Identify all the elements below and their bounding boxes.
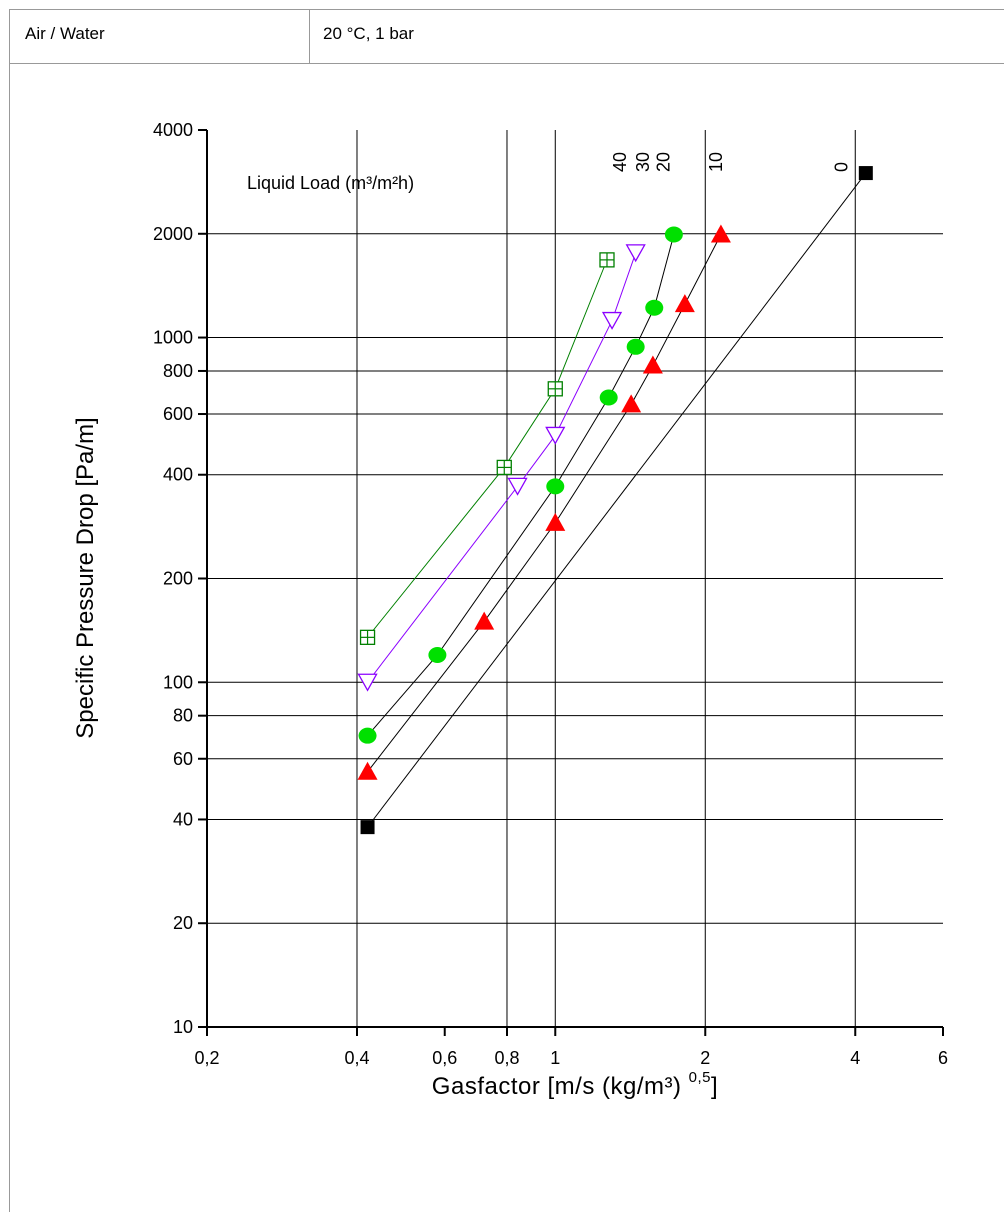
legend-label-40: 40 xyxy=(610,152,630,172)
data-point xyxy=(599,389,618,406)
series-0 xyxy=(360,166,873,835)
data-point xyxy=(710,224,731,243)
data-point xyxy=(474,611,495,630)
y-tick-label: 400 xyxy=(163,465,193,485)
y-tick-label: 4000 xyxy=(153,120,193,140)
y-tick-label: 800 xyxy=(163,361,193,381)
data-point xyxy=(626,338,645,355)
data-point xyxy=(625,244,646,263)
y-tick-label: 60 xyxy=(173,749,193,769)
header-row xyxy=(9,9,1004,64)
data-point xyxy=(359,629,376,645)
data-point xyxy=(545,426,566,445)
data-point xyxy=(428,646,447,663)
legend-label-30: 30 xyxy=(633,152,653,172)
x-tick-label: 0,4 xyxy=(344,1048,369,1068)
series-line xyxy=(367,259,608,638)
legend-label-10: 10 xyxy=(706,152,726,172)
series-30 xyxy=(357,244,646,692)
legend-label-20: 20 xyxy=(654,152,674,172)
data-point xyxy=(507,477,528,496)
data-point xyxy=(360,820,375,835)
data-point xyxy=(601,311,623,330)
data-point xyxy=(858,166,873,181)
y-tick-label: 10 xyxy=(173,1017,193,1037)
y-axis-label: Specific Pressure Drop [Pa/m] xyxy=(72,417,99,738)
data-point xyxy=(545,512,566,531)
data-point xyxy=(358,727,377,744)
data-point xyxy=(357,673,378,692)
y-tick-label: 80 xyxy=(173,706,193,726)
x-tick-label: 0,8 xyxy=(494,1048,519,1068)
data-point xyxy=(357,761,378,780)
data-point xyxy=(599,252,615,268)
series-line xyxy=(367,172,867,828)
y-tick-label: 2000 xyxy=(153,224,193,244)
x-tick-label: 6 xyxy=(938,1048,948,1068)
x-tick-label: 0,6 xyxy=(432,1048,457,1068)
x-tick-label: 4 xyxy=(850,1048,860,1068)
y-tick-label: 100 xyxy=(163,672,193,692)
header-cell-conditions: 20 °C, 1 bar xyxy=(323,24,414,43)
series-10 xyxy=(357,224,731,780)
data-point xyxy=(664,226,683,243)
y-tick-label: 40 xyxy=(173,809,193,829)
legend-title: Liquid Load (m³/m²h) xyxy=(247,173,414,193)
x-tick-label: 2 xyxy=(700,1048,710,1068)
legend-label-0: 0 xyxy=(831,162,851,172)
y-tick-label: 1000 xyxy=(153,328,193,348)
page-frame xyxy=(9,9,1004,1212)
series-40 xyxy=(359,252,615,645)
data-point xyxy=(496,459,512,476)
data-point xyxy=(645,299,664,316)
header-cell-medium: Air / Water xyxy=(25,24,105,43)
y-tick-label: 20 xyxy=(173,913,193,933)
x-axis-label: Gasfactor [m/s (kg/m³) 0,5] xyxy=(432,1069,718,1100)
series-line xyxy=(367,234,722,773)
x-tick-label: 1 xyxy=(550,1048,560,1068)
y-tick-label: 200 xyxy=(163,569,193,589)
data-point xyxy=(547,381,563,397)
series-20 xyxy=(358,226,683,744)
data-point xyxy=(621,394,642,413)
data-point xyxy=(674,294,695,313)
data-point xyxy=(546,478,565,495)
header-separator xyxy=(309,9,310,64)
y-tick-label: 600 xyxy=(163,404,193,424)
x-tick-label: 0,2 xyxy=(194,1048,219,1068)
data-point xyxy=(642,355,663,374)
